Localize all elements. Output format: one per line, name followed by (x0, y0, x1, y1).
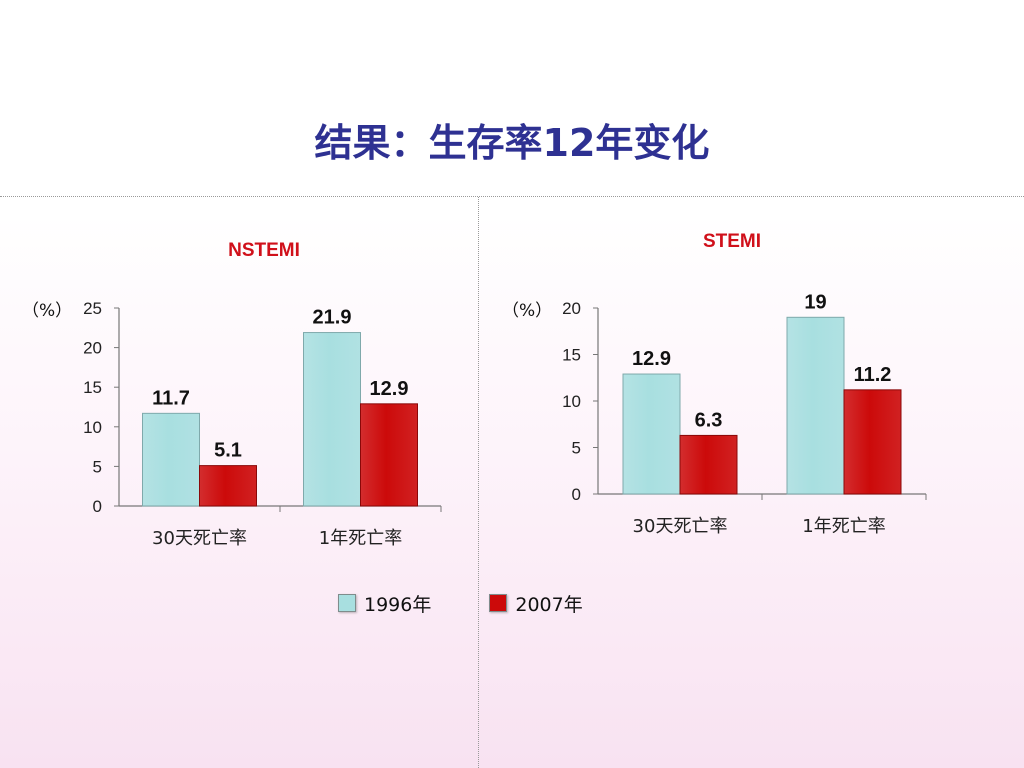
legend-item-2007: 2007年 (489, 590, 583, 617)
bar-2007-1year (360, 403, 418, 507)
bar-data-label: 21.9 (313, 307, 352, 329)
bar-1996-30day (142, 412, 200, 507)
legend-label-2007: 2007年 (515, 593, 583, 616)
x-category-label: 30天死亡率 (152, 528, 247, 549)
y-tick-label: 20 (83, 339, 102, 358)
title-divider (0, 196, 1024, 197)
y-axis-unit-label: （%） (502, 301, 552, 321)
bar-1996-1year (303, 332, 361, 507)
bar-data-label: 19 (804, 291, 826, 313)
x-category-label: 1年死亡率 (802, 516, 885, 537)
y-tick-label: 15 (562, 346, 581, 365)
bar-2007-30day (199, 465, 257, 507)
stemi-bar-chart: （%） 0 5 10 15 20 12.9 6.3 30天死亡率 19 11.2 1年死亡率 (502, 291, 927, 537)
bar-1996-30day (622, 373, 681, 495)
chart-divider (478, 197, 479, 768)
legend-swatch-1996 (338, 594, 356, 612)
y-tick-label: 10 (562, 392, 581, 411)
slide-title: 结果：生存率12年变化 (314, 121, 710, 165)
bar-data-label: 12.9 (370, 378, 409, 400)
legend-swatch-2007 (489, 594, 508, 612)
y-tick-label: 20 (562, 299, 581, 318)
bar-data-label: 11.2 (854, 364, 892, 386)
bar-data-label: 11.7 (152, 387, 190, 409)
y-tick-label: 5 (93, 457, 102, 476)
bar-data-label: 6.3 (695, 409, 723, 431)
bar-data-label: 12.9 (632, 348, 671, 370)
legend: 1996年 2007年 (338, 589, 641, 617)
bar-2007-1year (843, 389, 902, 495)
legend-item-1996: 1996年 (338, 590, 431, 617)
y-tick-label: 0 (93, 497, 102, 516)
y-tick-label: 5 (572, 439, 581, 458)
bar-data-label: 5.1 (214, 440, 242, 462)
x-category-label: 30天死亡率 (633, 516, 728, 537)
chart-title-nstemi: NSTEMI (228, 240, 300, 261)
y-tick-label: 10 (83, 418, 102, 437)
bar-2007-30day (679, 434, 738, 495)
y-tick-label: 15 (83, 378, 102, 397)
bar-1996-1year (786, 316, 845, 495)
legend-label-1996: 1996年 (364, 593, 432, 616)
y-axis-unit-label: （%） (22, 301, 72, 321)
x-category-label: 1年死亡率 (319, 528, 402, 549)
y-tick-label: 25 (83, 299, 102, 318)
y-tick-label: 0 (572, 485, 581, 504)
chart-title-stemi: STEMI (702, 231, 762, 252)
nstemi-bar-chart: （%） 0 5 10 15 20 25 11.7 5.1 30天死亡率 21.9 12.9 1年死亡率 (22, 299, 442, 549)
